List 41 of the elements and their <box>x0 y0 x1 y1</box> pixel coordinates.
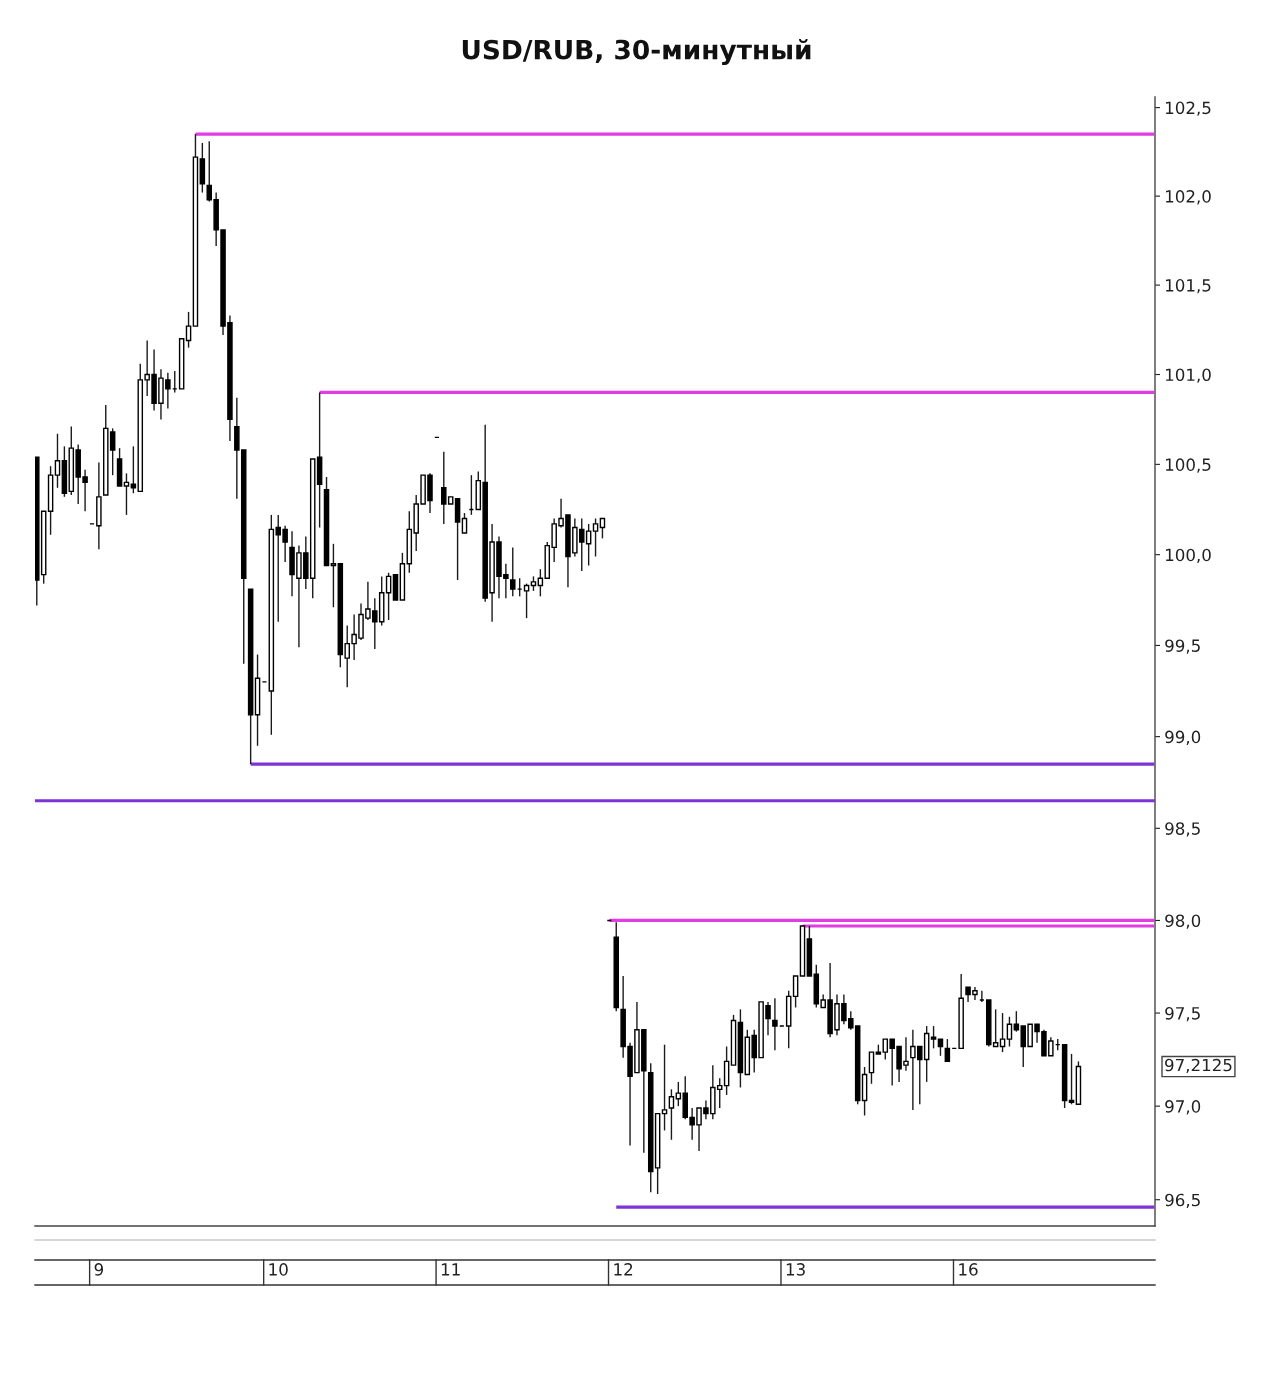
y-tick-label: 100,5 <box>1166 458 1211 473</box>
chart-title: USD/RUB, 30-минутный <box>462 39 811 65</box>
candlestick <box>1006 1016 1013 1048</box>
text: 97,2125 <box>1165 1058 1232 1074</box>
candlestick <box>930 1025 937 1050</box>
candlestick <box>944 1038 951 1063</box>
candlestick <box>123 472 130 516</box>
y-tick-label: 102,5 <box>1166 101 1211 116</box>
candlestick <box>592 517 599 558</box>
x-tick-label: 12 <box>614 1263 633 1276</box>
candlestick <box>792 975 799 1009</box>
y-tick-label: 97,5 <box>1165 1007 1200 1022</box>
y-tick-label: 100,0 <box>1166 548 1211 563</box>
y-tick-label: 98,0 <box>1165 914 1201 929</box>
y-tick-label: 101,0 <box>1166 368 1211 383</box>
x-tick-label: 11 <box>441 1263 460 1276</box>
candlestick <box>868 1051 875 1085</box>
candlestick <box>523 582 530 619</box>
candlestick <box>330 543 337 608</box>
y-tick-label: 96,5 <box>1165 1193 1200 1208</box>
x-tick-label: 10 <box>269 1263 288 1276</box>
x-tick-label: 16 <box>959 1263 978 1276</box>
y-tick-label: 102,0 <box>1166 190 1211 205</box>
candlestick <box>999 1012 1006 1053</box>
candlestick <box>772 997 778 1051</box>
candlestick <box>661 1043 668 1132</box>
candlestick <box>668 1088 675 1141</box>
y-tick-label: 99,5 <box>1165 639 1200 654</box>
candlestick <box>454 497 461 581</box>
candlestick <box>54 433 61 489</box>
y-tick-label: 98,5 <box>1165 822 1200 837</box>
x-tick-label: 13 <box>786 1263 805 1276</box>
candlestick <box>185 311 192 349</box>
y-tick-label: 97,0 <box>1165 1100 1201 1115</box>
y-tick-label: 99,0 <box>1165 730 1201 745</box>
x-tick-label: 9 <box>94 1263 104 1276</box>
candlestick <box>1068 1053 1075 1105</box>
y-tick-label: 101,5 <box>1166 279 1211 294</box>
candlestick <box>130 445 137 494</box>
candlestick <box>510 546 516 598</box>
candlestick <box>461 512 468 534</box>
